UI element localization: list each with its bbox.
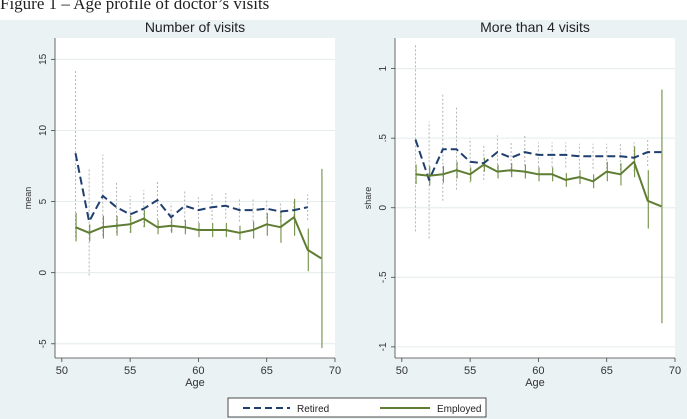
y-tick-label: 0 [378,205,389,211]
y-tick-label: 5 [38,198,49,204]
y-axis-label: mean [23,187,33,210]
y-tick-label: 15 [38,53,49,65]
series-line-employed [415,160,662,208]
y-tick-label: -.5 [378,271,389,283]
series-line-retired [74,153,308,223]
y-tick-label: 1 [378,65,389,71]
x-tick-label: 55 [464,365,476,377]
y-tick-label: 0 [38,269,49,275]
x-tick-label: 55 [124,365,136,377]
x-tick-label: 50 [56,365,68,377]
y-tick-label: 10 [38,124,49,136]
panel-title: Number of visits [145,19,245,35]
x-tick-label: 50 [396,365,408,377]
x-tick-label: 60 [532,365,544,377]
series-line-retired [414,139,662,181]
x-axis-label: Age [185,377,205,389]
legend-box [227,397,487,418]
y-tick-label: -5 [38,339,49,348]
x-tick-label: 60 [192,365,204,377]
panel-number-of-visits: Number of visits -5 0 5 10 15 mean 50 55 60 65 70 Ag… [23,19,341,389]
y-axis-label: share [363,187,373,210]
x-tick-label: 65 [261,365,273,377]
y-tick-label: -1 [378,342,389,351]
x-axis-label: Age [525,377,545,389]
plot-area [395,38,675,358]
series-line-employed [75,216,322,260]
x-tick-label: 70 [329,365,341,377]
panel-title: More than 4 visits [480,19,590,35]
legend-employed-label: Employed [437,404,481,415]
y-tick-label: .5 [378,134,389,143]
panel-more-than-4-visits: More than 4 visits -1 -.5 0 .5 1 share 50 55 60 65… [363,19,681,389]
legend: Retired Employed [227,397,487,418]
figure-caption: Figure 1 – Age profile of doctor’s visit… [0,0,270,13]
x-tick-label: 70 [669,365,681,377]
x-tick-label: 65 [601,365,613,377]
plot-area [55,38,335,358]
legend-retired-label: Retired [297,404,329,415]
